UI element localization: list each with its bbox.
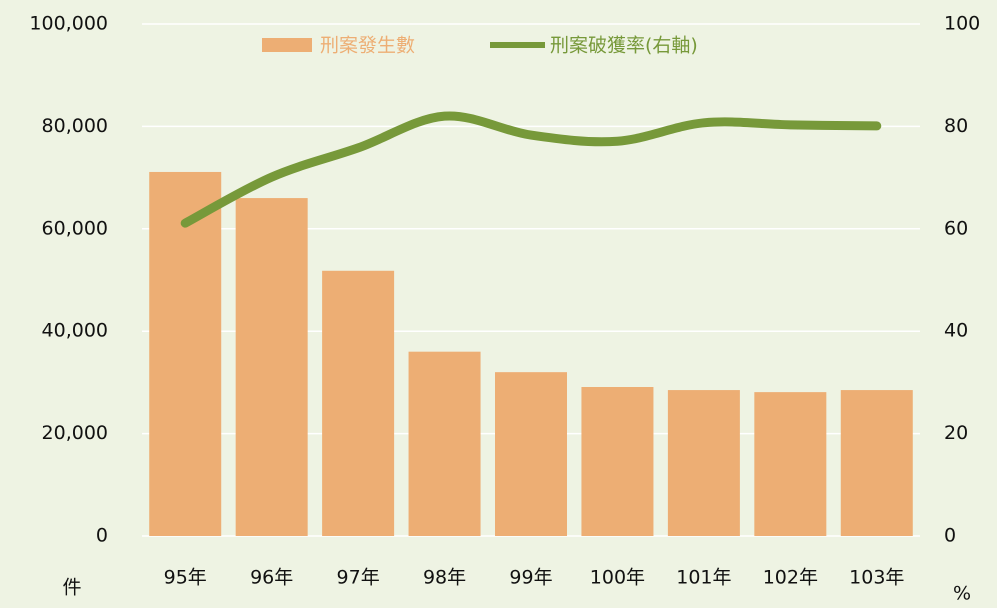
- y2-tick-label: 60: [944, 217, 968, 239]
- x-tick-label: 99年: [509, 567, 552, 589]
- y-unit: 件: [62, 577, 81, 599]
- y2-tick-label: 80: [944, 115, 968, 137]
- bar: [495, 372, 567, 536]
- bar: [235, 198, 308, 536]
- bar: [754, 392, 827, 536]
- legend-label: 刑案破獲率(右軸): [550, 35, 698, 57]
- y2-tick-label: 100: [944, 13, 980, 35]
- y-tick-label: 80,000: [42, 115, 108, 137]
- bar: [840, 390, 913, 536]
- bar: [667, 390, 740, 536]
- y-tick-label: 20,000: [42, 422, 108, 444]
- x-tick-label: 97年: [337, 567, 380, 589]
- bar: [149, 171, 222, 536]
- x-tick-label: 98年: [423, 567, 466, 589]
- bar: [581, 387, 654, 536]
- y-tick-label: 100,000: [29, 13, 108, 35]
- legend-label: 刑案發生數: [320, 35, 415, 57]
- x-tick-label: 101年: [676, 567, 731, 589]
- x-tick-label: 100年: [590, 567, 645, 589]
- x-tick-label: 96年: [250, 567, 293, 589]
- bar: [408, 351, 481, 536]
- x-tick-label: 103年: [849, 567, 904, 589]
- y2-tick-label: 40: [944, 320, 968, 342]
- y2-unit: %: [953, 583, 971, 605]
- bar: [322, 270, 395, 536]
- x-tick-label: 102年: [763, 567, 818, 589]
- y-tick-label: 60,000: [42, 217, 108, 239]
- x-tick-label: 95年: [164, 567, 207, 589]
- y-tick-label: 0: [96, 525, 108, 547]
- legend-swatch: [262, 38, 312, 52]
- y2-tick-label: 0: [944, 525, 956, 547]
- y2-tick-label: 20: [944, 422, 968, 444]
- line: [180, 111, 882, 228]
- y-tick-label: 40,000: [42, 320, 108, 342]
